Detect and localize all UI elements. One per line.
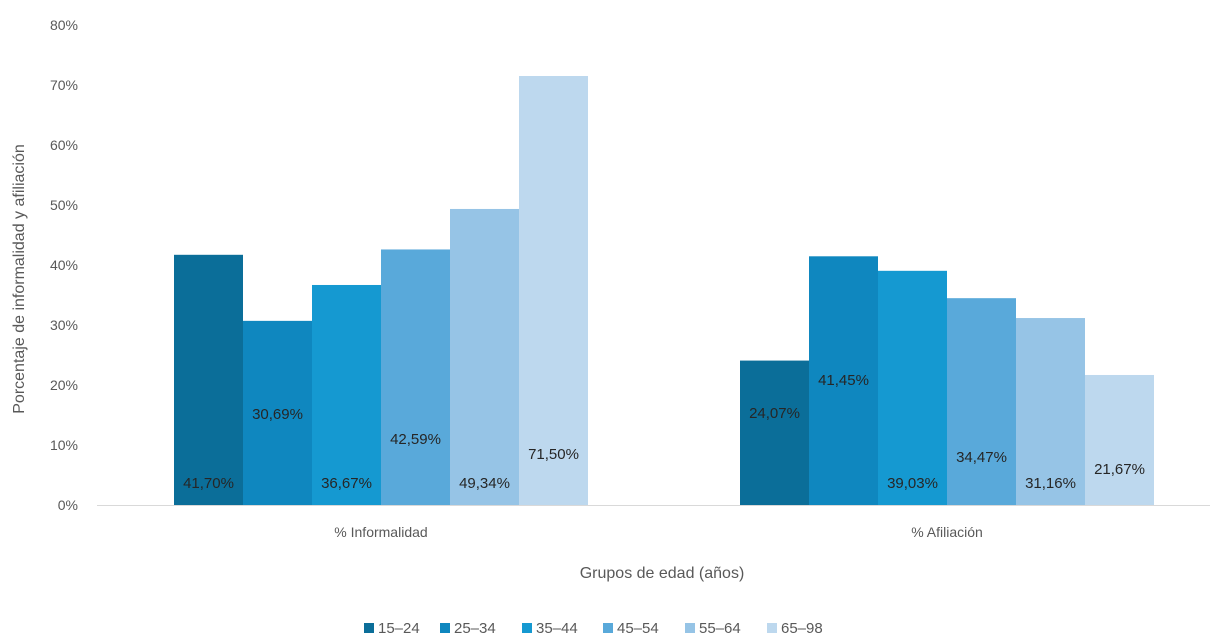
y-tick-label: 60%	[50, 137, 78, 153]
legend-swatch	[603, 623, 613, 633]
legend-swatch	[440, 623, 450, 633]
legend-label: 65–98	[781, 620, 823, 637]
data-label: 24,07%	[749, 405, 800, 422]
data-label: 71,50%	[528, 446, 579, 463]
data-label: 42,59%	[390, 431, 441, 448]
legend-label: 35–44	[536, 620, 578, 637]
y-tick-label: 20%	[50, 377, 78, 393]
legend-swatch	[767, 623, 777, 633]
data-label: 49,34%	[459, 475, 510, 492]
bar-35–44-afiliacion	[878, 270, 947, 505]
data-label: 41,45%	[818, 372, 869, 389]
bar-15–24-informalidad	[174, 254, 243, 505]
x-category-label: % Afiliación	[911, 524, 983, 540]
legend-label: 15–24	[378, 620, 420, 637]
legend-item: 65–98	[767, 620, 823, 637]
data-label: 21,67%	[1094, 461, 1145, 478]
legend-item: 15–24	[364, 620, 420, 637]
x-category-label: % Informalidad	[334, 524, 427, 540]
y-tick-label: 30%	[50, 317, 78, 333]
bars	[174, 76, 1154, 505]
legend-swatch	[364, 623, 374, 633]
bar-25–34-informalidad	[243, 320, 312, 505]
legend-label: 45–54	[617, 620, 659, 637]
bar-55–64-afiliacion	[1016, 318, 1085, 505]
y-axis-title: Porcentaje de informalidad y afiliación	[11, 144, 28, 413]
y-tick-label: 50%	[50, 197, 78, 213]
bar-45–54-informalidad	[381, 249, 450, 505]
bar-65–98-afiliacion	[1085, 374, 1154, 505]
data-label: 36,67%	[321, 475, 372, 492]
data-label: 31,16%	[1025, 475, 1076, 492]
data-label: 34,47%	[956, 449, 1007, 466]
x-axis-categories: % Informalidad % Afiliación	[334, 524, 982, 540]
legend-item: 45–54	[603, 620, 659, 637]
data-label: 39,03%	[887, 475, 938, 492]
data-label: 41,70%	[183, 475, 234, 492]
legend-label: 25–34	[454, 620, 496, 637]
y-tick-label: 70%	[50, 77, 78, 93]
y-axis-ticks: 0% 10% 20% 30% 40% 50% 60% 70% 80%	[50, 17, 78, 513]
x-axis-title: Grupos de edad (años)	[580, 565, 745, 582]
bar-45–54-afiliacion	[947, 298, 1016, 505]
legend-item: 25–34	[440, 620, 496, 637]
legend: 15–24 25–34 35–44 45–54 55–64 65–98	[364, 620, 823, 637]
bar-15–24-afiliacion	[740, 360, 809, 505]
y-tick-label: 80%	[50, 17, 78, 33]
y-tick-label: 10%	[50, 437, 78, 453]
data-label: 30,69%	[252, 406, 303, 423]
legend-swatch	[522, 623, 532, 633]
legend-swatch	[685, 623, 695, 633]
legend-item: 35–44	[522, 620, 578, 637]
legend-label: 55–64	[699, 620, 741, 637]
legend-item: 55–64	[685, 620, 741, 637]
bar-65–98-informalidad	[519, 76, 588, 505]
y-tick-label: 40%	[50, 257, 78, 273]
bar-25–34-afiliacion	[809, 256, 878, 505]
data-labels: 41,70% 30,69% 36,67% 42,59% 49,34% 71,50% 24,0…	[183, 372, 1145, 492]
bar-55–64-informalidad	[450, 208, 519, 505]
bar-35–44-informalidad	[312, 284, 381, 505]
y-tick-label: 0%	[58, 497, 78, 513]
